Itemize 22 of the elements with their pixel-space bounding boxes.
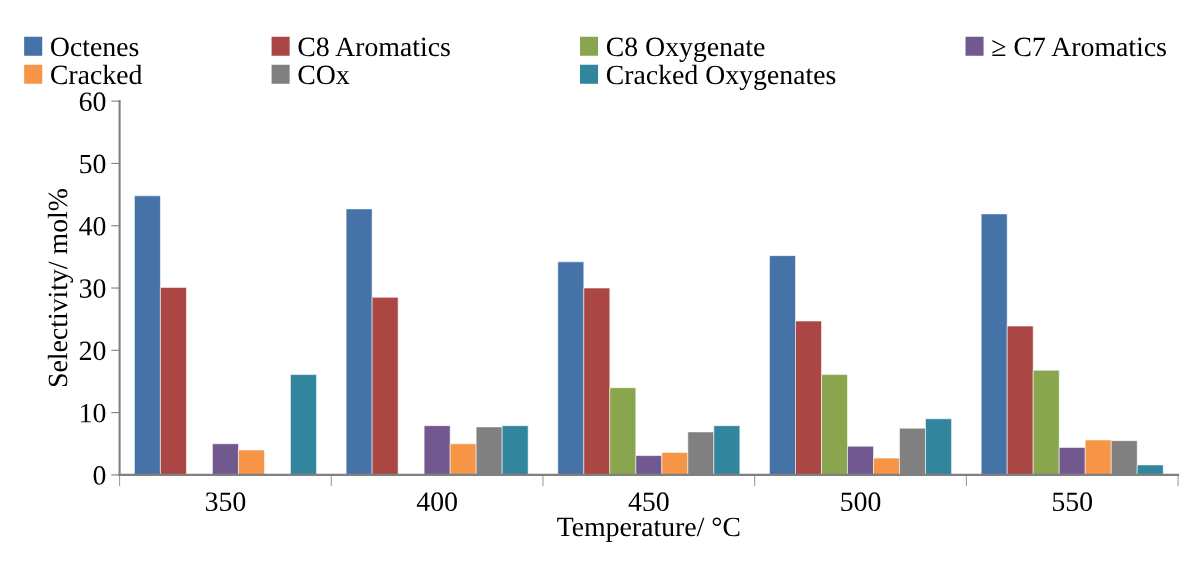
x-tick-label: 500 [841,492,881,512]
legend-label: Cracked [51,64,143,85]
legend-label: COx [298,65,350,85]
legend-label: C8 Aromatics [298,37,450,57]
x-tick-label: 450 [628,492,669,512]
x-tick-label: 400 [416,492,457,512]
legend-label: C8 Oxygenate [606,37,765,62]
y-tick-label: 60 [79,92,106,112]
legend-label: Cracked Oxygenates [606,64,836,91]
y-tick-label: 50 [80,154,106,174]
legend-label: Octenes [51,37,139,57]
bar [290,374,317,475]
y-tick-label: 30 [79,279,106,298]
y-tick-label: 20 [79,341,106,361]
legend-label: ≥ C7 Aromatics [992,37,1166,57]
y-tick-label: 40 [79,216,106,236]
x-tick-label: 550 [1053,492,1092,512]
y-axis-title: Selectivity/ mol% [47,189,74,387]
y-tick-label: 0 [93,466,106,485]
x-axis-title: Temperature/ °C [557,517,740,542]
x-tick-label: 350 [205,492,246,512]
y-tick-label: 10 [81,403,106,423]
